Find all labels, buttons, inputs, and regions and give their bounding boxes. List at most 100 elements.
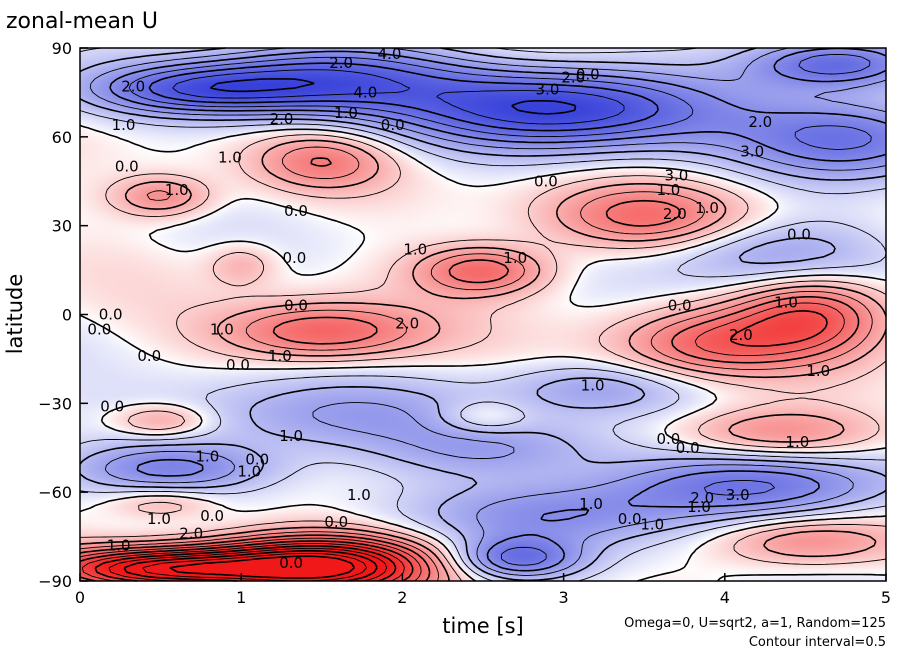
contour-line [108, 547, 388, 582]
contour-line [109, 47, 887, 572]
contour-label: 0.0 [282, 249, 306, 267]
contour-label: 0.0 [324, 513, 348, 531]
contour-label: 2.0 [179, 525, 203, 543]
contour-label: 1.0 [237, 462, 261, 480]
contour-labels: 2.0 4.02.0 4.02.0 1.00.00.01.01.01.00.00.0 1… [87, 45, 830, 572]
contour-line [79, 47, 887, 582]
contour-line [128, 53, 872, 566]
contour-label: 0.0 [100, 397, 124, 415]
contour-line [94, 545, 397, 582]
x-tick-label: 5 [881, 588, 891, 607]
contour-line [80, 134, 887, 582]
y-tick-label: −30 [38, 394, 72, 413]
contour-label: 1.0 [403, 240, 427, 258]
contour-label: 3.0 [536, 80, 560, 98]
contour-line [148, 62, 659, 132]
contour-label: 1.0 [210, 320, 234, 338]
contour-label: 1.0 [334, 104, 358, 122]
contour-label: 0.0 [787, 226, 811, 244]
contour-label: 4.0 [353, 83, 377, 101]
contour-line [79, 124, 887, 582]
contour-label: 1.0 [165, 181, 189, 199]
contour-line [172, 69, 625, 125]
contour-label: 3.0 [726, 486, 750, 504]
contour-label: 2.0 [663, 205, 687, 223]
footnote-parameters: Omega=0, U=sqrt2, a=1, Random=125 [624, 616, 886, 631]
contour-label: 1.0 [112, 116, 136, 134]
contour-label: 1.0 [806, 362, 830, 380]
contour-label: 0.0 [87, 320, 111, 338]
contour-label: 1.0 [268, 347, 292, 365]
contour-label: 1.0 [147, 510, 171, 528]
contour-label: 1.0 [695, 199, 719, 217]
contour-label: 0.0 [656, 430, 680, 448]
contour-lines [79, 47, 887, 582]
contour-label: 1.0 [687, 498, 711, 516]
x-tick-label: 0 [75, 588, 85, 607]
heatmap-field [80, 48, 886, 581]
contour-label: 0.0 [576, 66, 600, 84]
y-tick-label: 30 [52, 217, 72, 236]
x-axis-title: time [s] [442, 614, 523, 638]
contour-label: 2.0 [395, 314, 419, 332]
contour-label: 1.0 [656, 181, 680, 199]
contour-label: 0.0 [534, 172, 558, 190]
contour-label: 0.0 [284, 297, 308, 315]
contour-label: 0.0 [137, 347, 161, 365]
x-tick-label: 4 [720, 588, 730, 607]
contour-label: 1.0 [581, 377, 605, 395]
contour-line [89, 47, 887, 576]
contour-label: 0.0 [99, 306, 123, 324]
contour-label: 1.0 [774, 294, 798, 312]
contour-label: 1.0 [218, 149, 242, 167]
contour-label: 0.0 [245, 451, 269, 469]
contour-label: 3.0 [665, 166, 689, 184]
contour-line [79, 146, 873, 582]
contour-line [79, 47, 887, 582]
y-tick-label: −60 [38, 483, 72, 502]
contour-label: 1.0 [785, 433, 809, 451]
contour-label: 2.0 [121, 77, 145, 95]
contour-line [79, 310, 828, 582]
contour-label: 0.0 [200, 507, 224, 525]
contour-label: 2.0 [690, 489, 714, 507]
y-tick-label: 90 [52, 39, 72, 58]
x-tick-label: 3 [559, 588, 569, 607]
contour-label: 1.0 [279, 427, 303, 445]
y-tick-label: −90 [38, 572, 72, 591]
contour-line [123, 550, 378, 582]
contour-line [79, 302, 845, 582]
y-tick-label: 0 [62, 306, 72, 325]
y-axis-title: latitude [3, 274, 27, 355]
contour-line [169, 555, 355, 579]
contour-label: 4.0 [378, 45, 402, 63]
contour-line [79, 157, 860, 582]
contour-label: 0.0 [618, 510, 642, 528]
y-tick-label: 60 [52, 128, 72, 147]
contour-label: 1.0 [579, 495, 603, 513]
contour-label: 1.0 [107, 536, 131, 554]
contour-label: 0.0 [279, 554, 303, 572]
x-tick-label: 1 [236, 588, 246, 607]
plot-area: 2.0 4.02.0 4.02.0 1.00.00.01.01.01.00.00.0 1… [79, 45, 887, 582]
contour-line [79, 139, 887, 582]
contour-line [209, 78, 577, 115]
contour-label: 0.0 [676, 439, 700, 457]
contour-label: 0.0 [381, 116, 405, 134]
contour-label: 1.0 [640, 516, 664, 534]
chart-title: zonal-mean U [6, 9, 158, 34]
contour-label: 2.0 [748, 113, 772, 131]
contour-label: 2.0 [561, 69, 585, 87]
contour-label: 2.0 [329, 54, 353, 72]
contour-label: 2.0 [729, 326, 753, 344]
contour-label: 3.0 [740, 143, 764, 161]
contour-label: 0.0 [115, 157, 139, 175]
contour-label: 1.0 [347, 486, 371, 504]
contour-line [81, 543, 405, 582]
y-axis: −90 −60 −30 0 30 60 90 [38, 39, 88, 591]
x-axis: 0 1 2 3 4 5 [75, 573, 891, 607]
contour-label: 0.0 [226, 356, 250, 374]
contour-label: 1.0 [503, 249, 527, 267]
contour-label: 0.0 [284, 202, 308, 220]
